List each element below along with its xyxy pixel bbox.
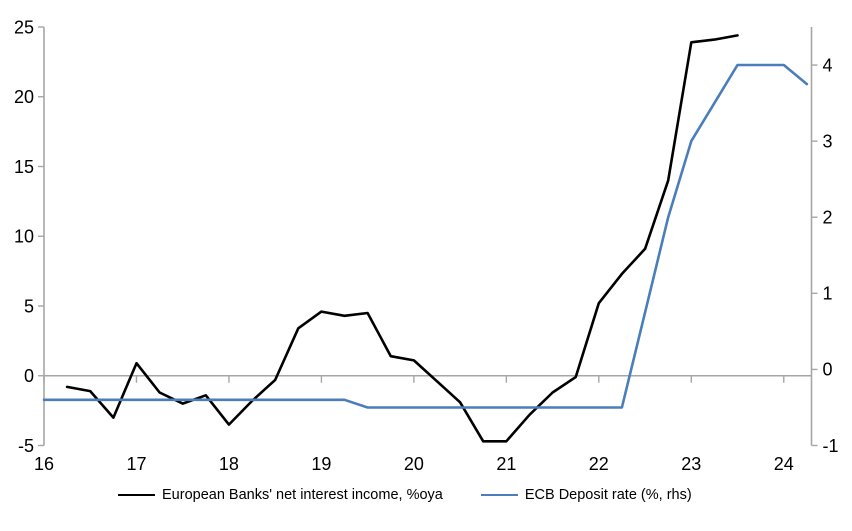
legend-label-ecb: ECB Deposit rate (%, rhs): [524, 487, 692, 503]
right-axis-tick-label: 3: [823, 131, 833, 151]
left-axis: -5 0 5 10 15 20 25: [14, 17, 45, 456]
x-axis-tick-label: 18: [219, 454, 239, 474]
left-axis-tick-label: 25: [14, 17, 34, 37]
right-axis-tick-label: 4: [823, 55, 833, 75]
x-axis-tick-label: 20: [404, 454, 424, 474]
legend-label-nii: European Banks' net interest income, %oy…: [162, 487, 443, 503]
left-axis-tick-label: 10: [14, 227, 34, 247]
x-axis-tick-label: 21: [496, 454, 516, 474]
x-axis-labels: 16 17 18 19 20 21 22 23 24: [34, 454, 794, 474]
series-nii-line: [65, 34, 739, 443]
chart-legend: European Banks' net interest income, %oy…: [118, 487, 692, 503]
x-axis-tick-label: 19: [311, 454, 331, 474]
left-axis-tick-label: -5: [18, 436, 34, 456]
left-axis-tick-label: 20: [14, 87, 34, 107]
left-axis-tick-label: 5: [24, 296, 34, 316]
nii-line-swatch: [118, 494, 155, 496]
x-axis-tick-label: 24: [774, 454, 794, 474]
x-axis-ticks: [43, 375, 785, 383]
right-axis-tick-label: 0: [823, 360, 833, 380]
right-axis-tick-label: 1: [823, 284, 833, 304]
series-ecb-line: [42, 63, 809, 409]
legend-item-ecb: ECB Deposit rate (%, rhs): [480, 487, 692, 503]
right-axis-tick-label: 2: [823, 208, 833, 228]
x-axis-tick-label: 16: [34, 454, 54, 474]
right-axis-tick-label: -1: [823, 436, 839, 456]
legend-item-nii: European Banks' net interest income, %oy…: [118, 487, 443, 503]
left-axis-tick-label: 0: [24, 366, 34, 386]
right-axis: -1 0 1 2 3 4: [810, 27, 839, 456]
x-axis-tick-label: 17: [126, 454, 146, 474]
ecb-line-swatch: [480, 494, 518, 496]
x-axis-tick-label: 22: [589, 454, 609, 474]
x-axis-tick-label: 23: [681, 454, 701, 474]
left-axis-tick-label: 15: [14, 157, 34, 177]
